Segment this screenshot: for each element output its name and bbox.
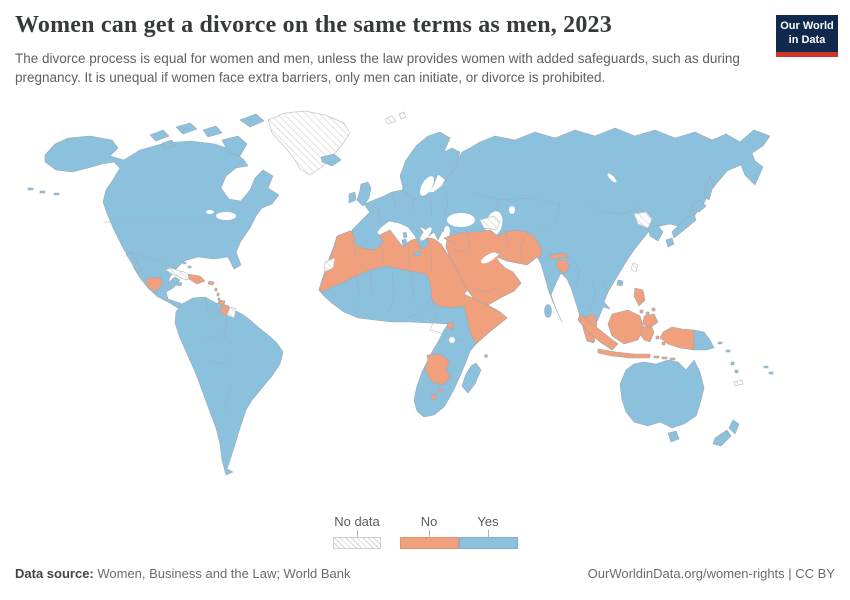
region-sumatra[interactable]	[577, 313, 619, 351]
region-sri-lanka[interactable]	[544, 304, 552, 318]
region-suriname[interactable]	[226, 306, 237, 319]
legend-label-no[interactable]: No	[420, 514, 438, 529]
great-lakes	[216, 212, 236, 220]
region-bahamas[interactable]	[182, 261, 192, 269]
region-tasmania[interactable]	[667, 430, 680, 443]
adriatic-sea	[420, 227, 432, 241]
owid-logo[interactable]: Our World in Data	[776, 15, 838, 57]
region-western-sahara[interactable]	[323, 257, 336, 273]
region-hainan[interactable]	[616, 279, 624, 287]
owid-logo-text: Our World in Data	[776, 15, 838, 52]
attribution-link[interactable]: OurWorldinData.org/women-rights | CC BY	[587, 566, 835, 581]
region-mindanao-philippines[interactable]	[642, 313, 659, 329]
canadian-arctic-islands[interactable]	[149, 113, 265, 157]
region-taiwan[interactable]	[630, 262, 639, 273]
region-zambia-zimbabwe[interactable]	[424, 353, 452, 386]
lesser-antilles[interactable]	[214, 287, 221, 301]
lesser-sunda-islands[interactable]	[653, 355, 676, 361]
region-greenland[interactable]	[267, 110, 351, 176]
region-luzon-philippines[interactable]	[633, 287, 646, 307]
region-united-kingdom[interactable]	[356, 181, 372, 207]
legend-swatch-yes[interactable]	[459, 537, 518, 549]
region-guyana[interactable]	[219, 303, 230, 317]
south-america-borders	[202, 296, 233, 413]
aegean-sea	[444, 226, 450, 236]
region-west-new-guinea[interactable]	[659, 326, 695, 351]
region-new-caledonia[interactable]	[733, 379, 744, 387]
chart-subtitle: The divorce process is equal for women a…	[15, 51, 740, 85]
data-source: Data source: Women, Business and the Law…	[15, 566, 351, 581]
aral-sea	[509, 206, 515, 214]
chart-footer: Data source: Women, Business and the Law…	[15, 566, 835, 581]
legend-label-no-data[interactable]: No data	[334, 514, 380, 529]
region-comoros[interactable]	[484, 354, 488, 358]
pacific-islands[interactable]	[717, 341, 774, 375]
region-puerto-rico[interactable]	[207, 280, 215, 286]
region-guatemala[interactable]	[145, 276, 164, 293]
region-middle-east[interactable]	[443, 229, 543, 306]
legend-tick-no	[429, 530, 430, 537]
region-australia[interactable]	[619, 359, 705, 429]
legend-swatch-no-data[interactable]	[333, 537, 381, 549]
region-cuba[interactable]	[165, 267, 194, 281]
lake-victoria	[449, 337, 455, 343]
region-turkmenistan[interactable]	[479, 215, 501, 231]
data-source-label: Data source:	[15, 566, 94, 581]
region-jamaica[interactable]	[174, 281, 183, 287]
region-ireland[interactable]	[348, 191, 357, 204]
region-lesotho[interactable]	[431, 394, 437, 400]
region-north-africa-middle-belt[interactable]	[318, 229, 508, 345]
region-japan[interactable]	[665, 199, 707, 248]
lake-baikal	[607, 173, 617, 183]
baltic-sea	[420, 176, 434, 196]
region-south-america[interactable]	[174, 296, 284, 476]
region-bangladesh[interactable]	[555, 259, 570, 275]
legend-tick-yes	[488, 530, 489, 537]
region-new-zealand[interactable]	[712, 419, 740, 447]
page-title: Women can get a divorce on the same term…	[15, 12, 612, 38]
persian-gulf	[481, 252, 497, 264]
lake-winnipeg	[206, 210, 214, 214]
region-north-america[interactable]	[44, 135, 280, 327]
region-papua-new-guinea[interactable]	[693, 329, 715, 351]
aleutian-islands[interactable]	[27, 187, 60, 196]
black-sea	[447, 213, 475, 227]
middle-east-borders	[446, 231, 525, 293]
region-borneo[interactable]	[607, 309, 645, 345]
data-source-text: Women, Business and the Law; World Bank	[93, 566, 351, 581]
region-north-korea[interactable]	[633, 211, 653, 229]
legend-tick-no-data	[357, 530, 358, 537]
region-madagascar[interactable]	[461, 362, 482, 394]
region-baja-california[interactable]	[125, 251, 143, 274]
region-sakhalin[interactable]	[703, 175, 714, 201]
legend-label-yes[interactable]: Yes	[477, 514, 499, 529]
owid-logo-red-bar	[776, 51, 838, 57]
region-java[interactable]	[597, 348, 651, 359]
svalbard[interactable]	[384, 111, 407, 125]
border-us-mexico	[129, 251, 177, 270]
region-equatorial-guinea[interactable]	[446, 321, 455, 331]
region-hispaniola[interactable]	[187, 273, 206, 285]
region-nepal[interactable]	[548, 252, 569, 260]
region-eswatini[interactable]	[437, 387, 443, 393]
africa-borders	[351, 237, 463, 395]
region-south-korea[interactable]	[647, 225, 664, 242]
legend-swatch-no[interactable]	[400, 537, 459, 549]
region-iceland[interactable]	[320, 153, 342, 167]
